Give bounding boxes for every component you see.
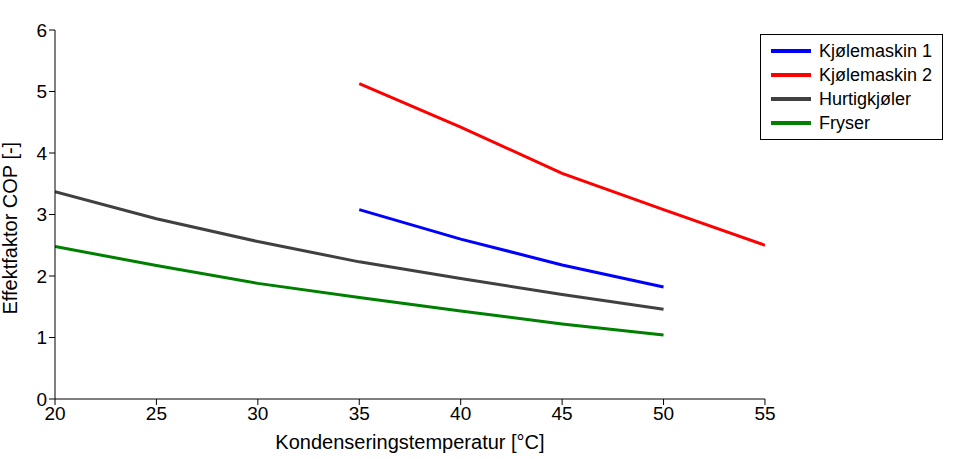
svg-text:55: 55 bbox=[754, 403, 775, 424]
svg-text:1: 1 bbox=[36, 327, 47, 348]
svg-text:Kondenseringstemperatur [°C]: Kondenseringstemperatur [°C] bbox=[275, 431, 544, 453]
html-text:Kjølemaskin 1: Kjølemaskin 1 bbox=[819, 41, 932, 61]
svg-text:5: 5 bbox=[36, 81, 47, 102]
svg-text:45: 45 bbox=[552, 403, 573, 424]
html-text:Hurtigkjøler: Hurtigkjøler bbox=[819, 89, 911, 109]
svg-text:3: 3 bbox=[36, 204, 47, 225]
svg-text:30: 30 bbox=[247, 403, 268, 424]
svg-text:4: 4 bbox=[36, 143, 47, 164]
svg-text:0: 0 bbox=[36, 389, 47, 410]
svg-text:35: 35 bbox=[349, 403, 370, 424]
svg-text:25: 25 bbox=[146, 403, 167, 424]
html-text:Fryser: Fryser bbox=[819, 113, 870, 133]
html-text:Kjølemaskin 2: Kjølemaskin 2 bbox=[819, 65, 932, 85]
svg-text:6: 6 bbox=[36, 20, 47, 41]
svg-text:2: 2 bbox=[36, 266, 47, 287]
svg-text:50: 50 bbox=[653, 403, 674, 424]
svg-text:Effektfaktor COP [-]: Effektfaktor COP [-] bbox=[8, 142, 21, 315]
svg-text:40: 40 bbox=[450, 403, 471, 424]
svg-text:20: 20 bbox=[44, 403, 65, 424]
